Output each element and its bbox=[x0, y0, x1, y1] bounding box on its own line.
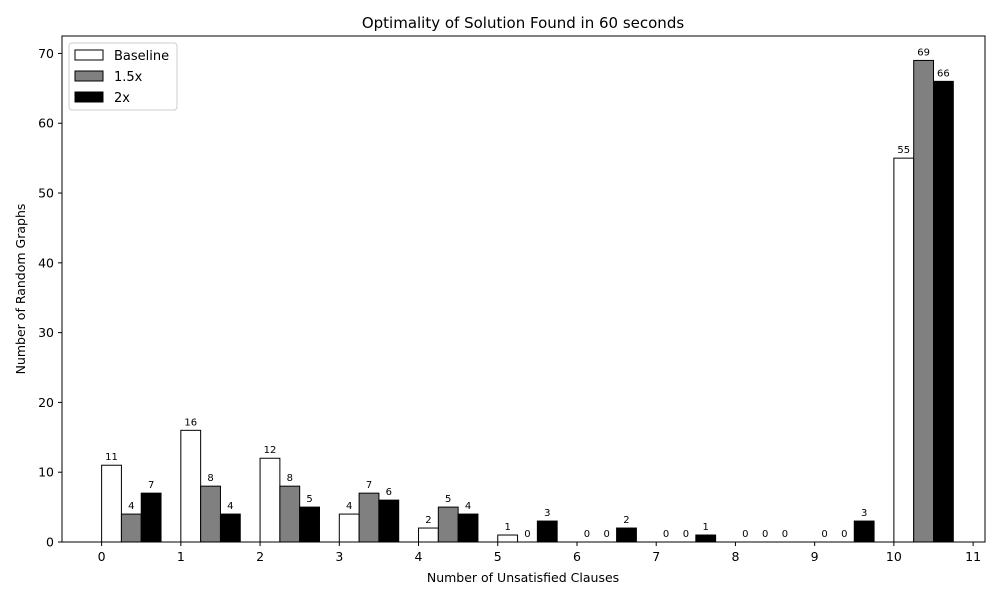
y-tick-label: 30 bbox=[38, 325, 54, 340]
bar-baseline-0 bbox=[101, 464, 122, 543]
data-label: 6 bbox=[386, 487, 392, 498]
data-label: 2 bbox=[425, 515, 431, 526]
bar-2x-7 bbox=[695, 534, 717, 543]
y-tick-label: 50 bbox=[38, 186, 54, 201]
data-label: 4 bbox=[128, 501, 134, 512]
data-label: 0 bbox=[821, 529, 827, 540]
legend-swatch-1-5x bbox=[74, 70, 104, 82]
x-tick-label: 4 bbox=[415, 549, 423, 564]
data-label: 2 bbox=[623, 515, 629, 526]
x-tick-label: 1 bbox=[177, 549, 185, 564]
bar-baseline-10 bbox=[893, 157, 915, 543]
data-label: 66 bbox=[937, 68, 950, 79]
y-tick-label: 60 bbox=[38, 116, 54, 131]
bar-2x-2 bbox=[299, 506, 320, 543]
data-label: 0 bbox=[742, 529, 748, 540]
y-tick-label: 20 bbox=[38, 395, 54, 410]
x-tick-label: 11 bbox=[965, 549, 981, 564]
data-label: 3 bbox=[544, 508, 550, 519]
bar-2x-3 bbox=[378, 499, 400, 543]
bar-2x-0 bbox=[140, 492, 162, 543]
bar-2x-4 bbox=[457, 513, 479, 543]
bar-2x-5 bbox=[536, 520, 558, 543]
data-label: 16 bbox=[184, 417, 197, 428]
data-label: 0 bbox=[604, 529, 610, 540]
data-label: 0 bbox=[663, 529, 669, 540]
bar-2x-6 bbox=[616, 527, 637, 543]
data-label: 0 bbox=[841, 529, 847, 540]
bar-2x-1 bbox=[219, 513, 241, 543]
data-label: 55 bbox=[897, 145, 910, 156]
data-label: 4 bbox=[227, 501, 233, 512]
bar-1-5x-10 bbox=[913, 59, 935, 543]
x-tick-label: 3 bbox=[335, 549, 343, 564]
legend-label: Baseline bbox=[114, 49, 169, 64]
chart-title: Optimality of Solution Found in 60 secon… bbox=[362, 14, 685, 32]
data-label: 0 bbox=[524, 529, 530, 540]
bar-baseline-5 bbox=[497, 534, 519, 543]
y-tick-label: 70 bbox=[38, 46, 54, 61]
x-tick-label: 10 bbox=[886, 549, 902, 564]
legend-swatch-baseline bbox=[74, 49, 104, 61]
bar-2x-9 bbox=[853, 520, 875, 543]
data-label: 11 bbox=[105, 452, 118, 463]
legend-label: 2x bbox=[114, 91, 130, 106]
data-label: 7 bbox=[366, 480, 372, 491]
x-tick-label: 8 bbox=[731, 549, 739, 564]
data-label: 0 bbox=[683, 529, 689, 540]
data-label: 1 bbox=[703, 522, 709, 533]
data-label: 8 bbox=[207, 473, 213, 484]
data-labels-group: 11 16 12 4 2 1 0 0 0 0 55 4 8 8 7 5 0 0 0 0 0 69 7 4 5 6 4 3 2 1 0 3 66 bbox=[105, 47, 950, 540]
x-axis-ticks: 0 1 2 3 4 5 6 7 8 9 10 11 bbox=[98, 542, 981, 564]
y-tick-label: 0 bbox=[46, 535, 54, 550]
bar-1-5x-3 bbox=[358, 492, 380, 543]
x-tick-label: 2 bbox=[256, 549, 264, 564]
bar-baseline-2 bbox=[259, 457, 281, 543]
data-label: 0 bbox=[584, 529, 590, 540]
legend-label: 1.5x bbox=[114, 70, 143, 85]
data-label: 3 bbox=[861, 508, 867, 519]
data-label: 1 bbox=[504, 522, 510, 533]
legend: Baseline 1.5x 2x bbox=[68, 42, 178, 111]
legend-swatch-2x bbox=[74, 91, 104, 103]
data-label: 0 bbox=[782, 529, 788, 540]
bar-baseline-1 bbox=[180, 429, 202, 543]
x-tick-label: 5 bbox=[494, 549, 502, 564]
y-tick-label: 40 bbox=[38, 255, 54, 270]
bar-1-5x-0 bbox=[120, 513, 142, 543]
data-label: 5 bbox=[306, 494, 312, 505]
y-axis-ticks: 0 10 20 30 40 50 60 70 bbox=[38, 46, 62, 550]
bar-1-5x-1 bbox=[200, 485, 221, 543]
y-axis-label: Number of Random Graphs bbox=[13, 204, 28, 375]
data-label: 12 bbox=[264, 445, 277, 456]
y-tick-label: 10 bbox=[38, 465, 54, 480]
bar-2x-10 bbox=[933, 80, 954, 543]
x-tick-label: 0 bbox=[98, 549, 106, 564]
x-tick-label: 9 bbox=[811, 549, 819, 564]
data-label: 5 bbox=[445, 494, 451, 505]
bar-1-5x-4 bbox=[437, 506, 459, 543]
data-label: 7 bbox=[148, 480, 154, 491]
x-tick-label: 7 bbox=[652, 549, 660, 564]
bar-1-5x-2 bbox=[279, 485, 301, 543]
data-label: 4 bbox=[346, 501, 352, 512]
plot-frame bbox=[61, 35, 986, 543]
data-label: 4 bbox=[465, 501, 471, 512]
x-axis-label: Number of Unsatisfied Clauses bbox=[427, 570, 619, 585]
bar-baseline-3 bbox=[338, 513, 360, 543]
x-tick-label: 6 bbox=[573, 549, 581, 564]
data-label: 8 bbox=[287, 473, 293, 484]
data-label: 69 bbox=[917, 47, 930, 58]
bars-group bbox=[101, 59, 954, 543]
data-label: 0 bbox=[762, 529, 768, 540]
bar-baseline-4 bbox=[418, 527, 439, 543]
